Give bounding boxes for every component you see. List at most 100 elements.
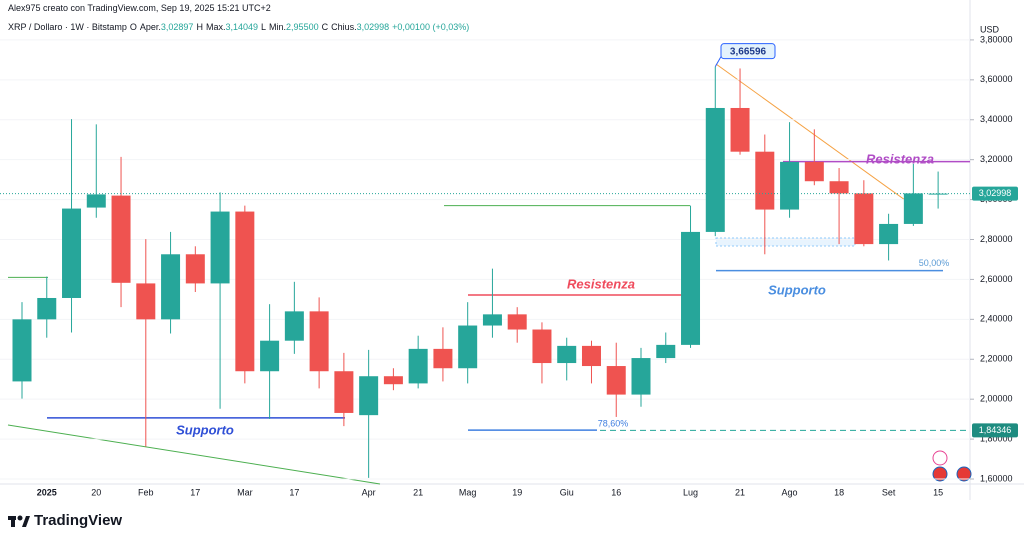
legend-key: L	[261, 22, 267, 32]
candle-body	[903, 193, 923, 224]
candle-body	[458, 325, 478, 369]
logo-icon	[8, 515, 30, 527]
x-tick-label: 17	[190, 487, 200, 497]
trend-line	[7, 424, 381, 485]
price-box-label: 1,84346	[979, 425, 1012, 435]
legend-value: 2,95500	[286, 22, 319, 32]
icon	[932, 466, 948, 482]
trend-line	[715, 63, 906, 201]
level-label: Resistenza	[567, 276, 635, 291]
callout-pointer	[714, 56, 722, 67]
y-tick-label: 3,20000	[980, 154, 1013, 164]
x-tick-label: Giu	[560, 487, 574, 497]
candle-body	[780, 161, 800, 210]
range-box	[715, 237, 856, 247]
candle-body	[185, 254, 205, 284]
price-box	[972, 186, 1018, 201]
level-label: Resistenza	[866, 151, 934, 166]
x-tick-label: 21	[413, 487, 423, 497]
legend-change: +0,00100 (+0,03%)	[392, 22, 470, 32]
candle-body	[681, 231, 701, 345]
icon	[956, 466, 972, 482]
y-tick-label: 1,60000	[980, 473, 1013, 483]
candle-body	[482, 314, 502, 326]
x-tick-label: 20	[91, 487, 101, 497]
price-box-label: 3,02998	[979, 188, 1012, 198]
legend-key: C	[321, 22, 329, 32]
candle-body	[37, 297, 57, 320]
x-tick-label: 16	[611, 487, 621, 497]
candle-body	[854, 193, 874, 245]
y-tick-label: 3,60000	[980, 74, 1013, 84]
price-callout-label: 3,66596	[730, 46, 767, 57]
candle-body	[631, 358, 651, 395]
candle-body	[606, 366, 626, 395]
candle-body	[532, 329, 552, 364]
candle-body	[829, 181, 849, 194]
logo: TradingView	[8, 512, 122, 529]
fib-label: 50,00%	[919, 258, 950, 268]
legend: XRP / Dollaro · 1W · Bitstamp O Aper.3,028…	[8, 22, 472, 32]
x-tick-label: Lug	[683, 487, 698, 497]
y-tick-label: 3,40000	[980, 114, 1013, 124]
header: Alex975 creato con TradingView.com, Sep …	[8, 3, 271, 13]
y-unit: USD	[980, 24, 1000, 34]
y-tick-label: 1,80000	[980, 433, 1013, 443]
legend-key: O	[129, 22, 137, 32]
x-tick-label: Mar	[237, 487, 253, 497]
y-tick-label: 2,80000	[980, 234, 1013, 244]
symbol: XRP / Dollaro · 1W · Bitstamp	[8, 22, 127, 32]
candle-body	[111, 195, 131, 283]
legend-value: 3,02998	[356, 22, 390, 32]
legend-name: Chius.	[331, 22, 357, 32]
candle-body	[730, 107, 750, 152]
candle-body	[284, 311, 304, 341]
y-tick-label: 2,20000	[980, 354, 1013, 364]
candle-body	[86, 194, 106, 208]
y-tick-label: 3,80000	[980, 34, 1013, 44]
candle-body	[557, 345, 577, 364]
x-tick-label: Set	[882, 487, 896, 497]
candle-body	[705, 107, 725, 232]
x-tick-label: 15	[933, 487, 943, 497]
icon	[932, 450, 948, 466]
candle-body	[161, 254, 181, 320]
candle-body	[879, 223, 899, 245]
candle-body	[62, 208, 82, 298]
candle-body	[136, 283, 156, 320]
legend-name: Aper.	[139, 22, 161, 32]
price-box	[972, 423, 1018, 438]
candle-body	[12, 319, 32, 382]
candle-body	[235, 211, 255, 372]
x-tick-label: Feb	[138, 487, 154, 497]
candle-body	[408, 348, 428, 384]
level-label: Supporto	[176, 422, 234, 437]
candle-body	[383, 376, 403, 385]
x-tick-label: Ago	[782, 487, 798, 497]
candle-body	[359, 376, 379, 416]
candle-body	[260, 340, 280, 372]
legend-value: 3,14049	[225, 22, 259, 32]
x-tick-label: 21	[735, 487, 745, 497]
candle-body	[755, 151, 775, 210]
candle-body	[309, 311, 329, 372]
x-tick-label: Mag	[459, 487, 477, 497]
legend-key: H	[196, 22, 203, 32]
legend-name: Max.	[205, 22, 226, 32]
x-tick-label: 17	[289, 487, 299, 497]
brand: TradingView	[34, 512, 123, 529]
x-tick-label: 19	[512, 487, 522, 497]
price-callout	[720, 43, 776, 60]
candle-body	[507, 314, 527, 330]
level-label: 78,60%	[598, 418, 629, 428]
candle-body	[656, 344, 676, 359]
y-tick-label: 2,40000	[980, 314, 1013, 324]
x-tick-label: Apr	[362, 487, 376, 497]
candle-body	[581, 345, 601, 367]
legend-value: 3,02897	[160, 22, 194, 32]
candle-body	[334, 371, 354, 413]
y-tick-label: 2,00000	[980, 394, 1013, 404]
legend-name: Min.	[269, 22, 287, 32]
